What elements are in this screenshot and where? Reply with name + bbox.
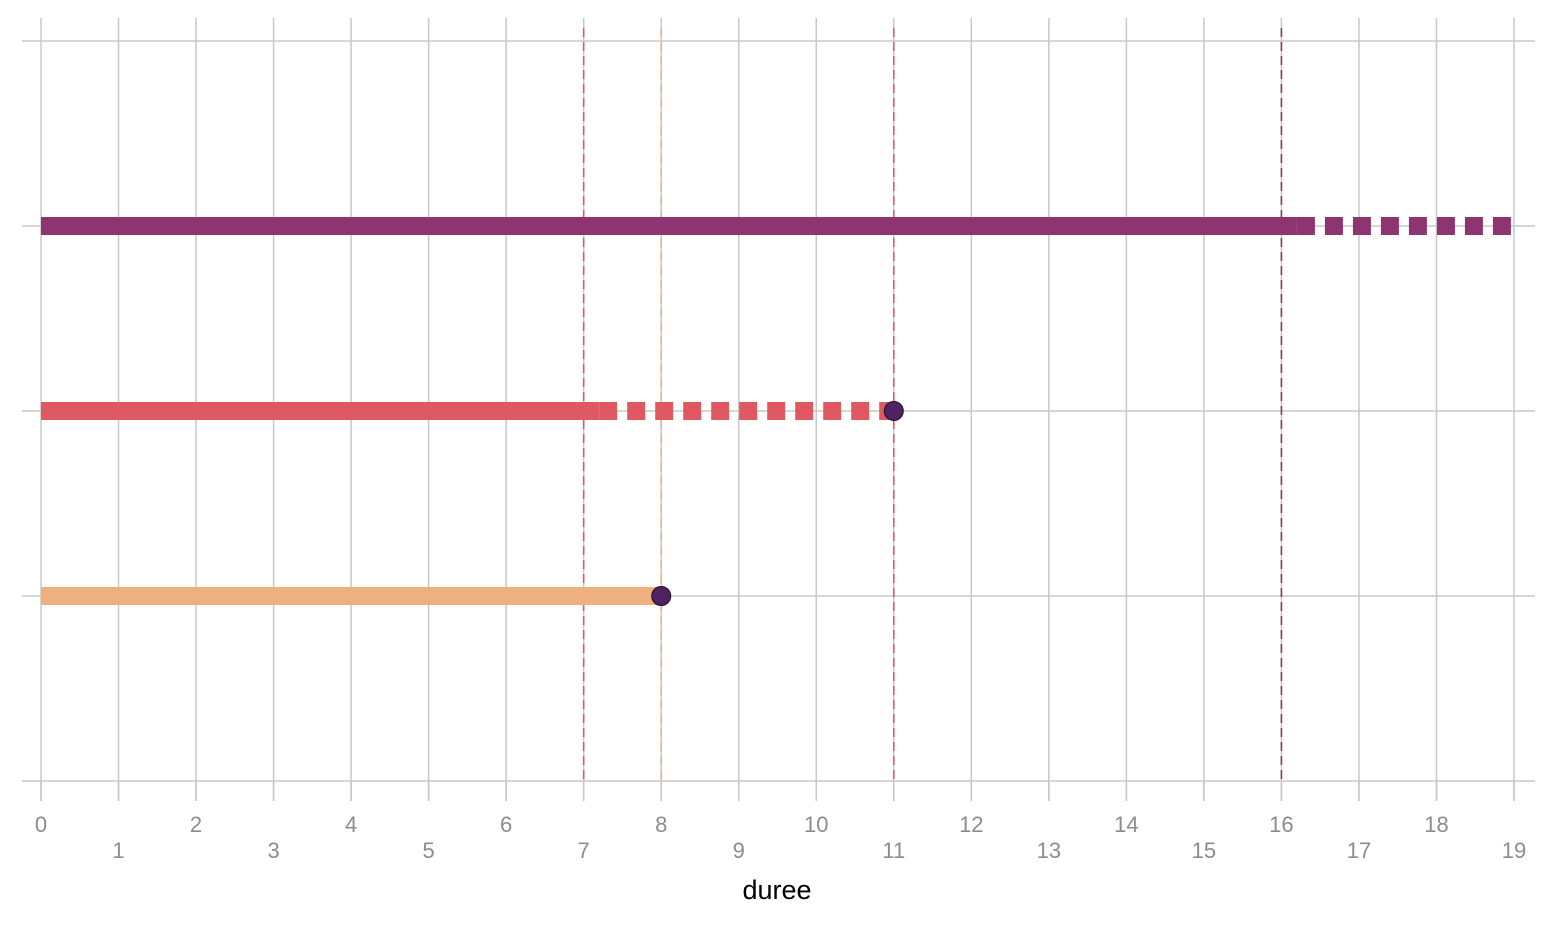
x-tick-label: 14 [1114, 812, 1138, 837]
x-tick-label: 0 [35, 812, 47, 837]
x-tick-label: 19 [1502, 838, 1526, 863]
x-tick-label: 8 [655, 812, 667, 837]
x-tick-label: 6 [500, 812, 512, 837]
x-tick-label: 2 [190, 812, 202, 837]
x-tick-label: 18 [1424, 812, 1448, 837]
x-tick-label: 10 [804, 812, 828, 837]
x-tick-label: 9 [733, 838, 745, 863]
series-layer [41, 217, 1514, 605]
x-tick-label: 12 [959, 812, 983, 837]
x-tick-label: 1 [112, 838, 124, 863]
x-axis-title: duree [742, 875, 811, 905]
x-tick-label: 17 [1347, 838, 1371, 863]
x-tick-label: 3 [267, 838, 279, 863]
x-tick-label: 15 [1192, 838, 1216, 863]
x-tick-label: 11 [882, 838, 905, 863]
event-marker [651, 586, 672, 606]
x-tick-label: 13 [1037, 838, 1061, 863]
x-tick-label: 4 [345, 812, 357, 837]
x-tick-label: 16 [1269, 812, 1293, 837]
x-tick-label: 5 [423, 838, 435, 863]
x-tick-label: 7 [578, 838, 590, 863]
event-marker [883, 401, 904, 421]
event-markers [651, 401, 904, 606]
